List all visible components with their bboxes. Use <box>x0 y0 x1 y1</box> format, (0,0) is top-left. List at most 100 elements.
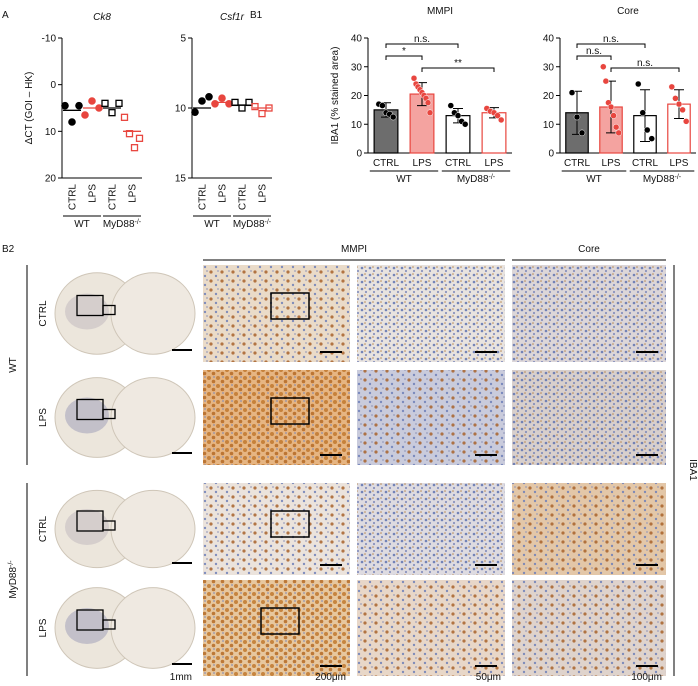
chart-title: Ck8 <box>93 12 111 23</box>
x-tick-label: LPS <box>88 184 99 203</box>
x-tick-label: CTRL <box>108 184 119 211</box>
micrograph-texture <box>203 580 350 676</box>
roi-box <box>102 619 116 630</box>
column-header: MMPI <box>341 244 367 255</box>
roi-box <box>270 292 310 320</box>
significance-bracket <box>576 55 612 60</box>
data-point <box>130 144 139 152</box>
roi-box <box>102 408 116 420</box>
chart-title: MMPI <box>427 6 453 17</box>
condition-label: CTRL <box>38 516 49 543</box>
roi-box <box>102 520 116 531</box>
chart-title: Csf1r <box>220 12 245 23</box>
label-sup: -/- <box>8 560 15 567</box>
label-main: MyD88 <box>233 219 265 230</box>
label: MyD88-/- <box>643 174 682 186</box>
label: MyD88-/- <box>457 174 496 186</box>
significance-label: n.s. <box>586 46 602 57</box>
data-point <box>125 130 134 138</box>
data-point <box>679 106 686 114</box>
data-point <box>612 123 620 131</box>
micrograph-texture <box>357 265 505 362</box>
data-point <box>218 94 226 102</box>
significance-bracket <box>421 67 495 72</box>
condition-label: LPS <box>38 408 49 427</box>
roi-box <box>102 304 116 316</box>
x-tick-label: LPS <box>218 184 229 203</box>
y-tick-label: 10 <box>351 120 363 131</box>
significance-bracket <box>576 43 646 48</box>
tumor-region <box>65 509 109 545</box>
label-main: WT <box>586 174 602 185</box>
y-tick-label: 20 <box>351 91 363 102</box>
micrograph-texture <box>203 483 350 575</box>
data-point <box>644 126 651 134</box>
data-point <box>101 99 109 107</box>
x-tick-label: LPS <box>485 158 504 169</box>
label-main: WT <box>396 174 412 185</box>
label-sup: -/- <box>489 174 496 181</box>
y-tick-label: 0 <box>548 149 554 160</box>
x-tick-label: LPS <box>128 184 139 203</box>
label-main: MyD88 <box>103 219 135 230</box>
x-tick-label: CTRL <box>373 158 400 169</box>
significance-label: n.s. <box>603 34 619 45</box>
brain-hemisphere <box>110 489 196 569</box>
data-point <box>251 102 259 111</box>
significance-label: ** <box>454 58 462 69</box>
x-tick-label: LPS <box>602 158 621 169</box>
y-tick-label: 0 <box>50 80 56 91</box>
y-tick-label: 40 <box>351 34 363 45</box>
x-tick-label: LPS <box>413 158 432 169</box>
tumor-region <box>65 293 109 330</box>
significance-label: n.s. <box>637 58 653 69</box>
data-point <box>426 109 434 116</box>
data-point <box>578 129 586 137</box>
data-point <box>447 102 455 109</box>
significance-bracket <box>385 55 423 60</box>
scale-bar-label: 200μm <box>315 672 346 683</box>
brain-hemisphere <box>110 377 196 458</box>
scale-bar-label: 100μm <box>631 672 662 683</box>
label-main: MyD88 <box>457 174 489 185</box>
label: WT <box>396 174 412 185</box>
label-main: WT <box>74 219 90 230</box>
chart-title: Core <box>617 6 639 17</box>
data-point <box>135 134 144 142</box>
micrograph-texture <box>512 580 666 676</box>
y-axis-label: IBA1 (% stained area) <box>330 47 341 145</box>
data-point <box>568 89 576 96</box>
y-tick-label: 40 <box>543 34 555 45</box>
panel-label: A <box>2 10 9 21</box>
condition-label: LPS <box>38 618 49 637</box>
brain-hemisphere <box>110 587 196 669</box>
condition-label: CTRL <box>38 300 49 327</box>
label-main: WT <box>8 357 19 373</box>
data-point <box>88 97 96 105</box>
label-main: WT <box>204 219 220 230</box>
significance-label: * <box>402 46 406 57</box>
data-point <box>635 80 642 88</box>
y-tick-label: 20 <box>543 91 555 102</box>
y-tick-label: 10 <box>45 127 57 138</box>
data-point <box>682 118 690 125</box>
data-point <box>245 98 253 107</box>
data-point <box>494 112 501 119</box>
data-point <box>379 102 386 109</box>
y-tick-label: 15 <box>175 174 187 185</box>
x-tick-label: LPS <box>258 184 269 203</box>
data-point <box>225 100 233 108</box>
label: WT <box>8 357 19 373</box>
micrograph-texture <box>512 483 666 575</box>
data-point <box>454 112 462 119</box>
micrograph-texture <box>357 580 505 676</box>
label-sup: -/- <box>135 219 142 226</box>
data-point <box>205 93 213 101</box>
data-point <box>668 83 676 91</box>
data-point <box>497 116 505 124</box>
data-point <box>231 98 239 107</box>
x-tick-label: LPS <box>670 158 689 169</box>
y-tick-label: 0 <box>356 149 362 160</box>
micrograph-texture <box>512 265 666 362</box>
y-tick-label: 10 <box>543 120 555 131</box>
